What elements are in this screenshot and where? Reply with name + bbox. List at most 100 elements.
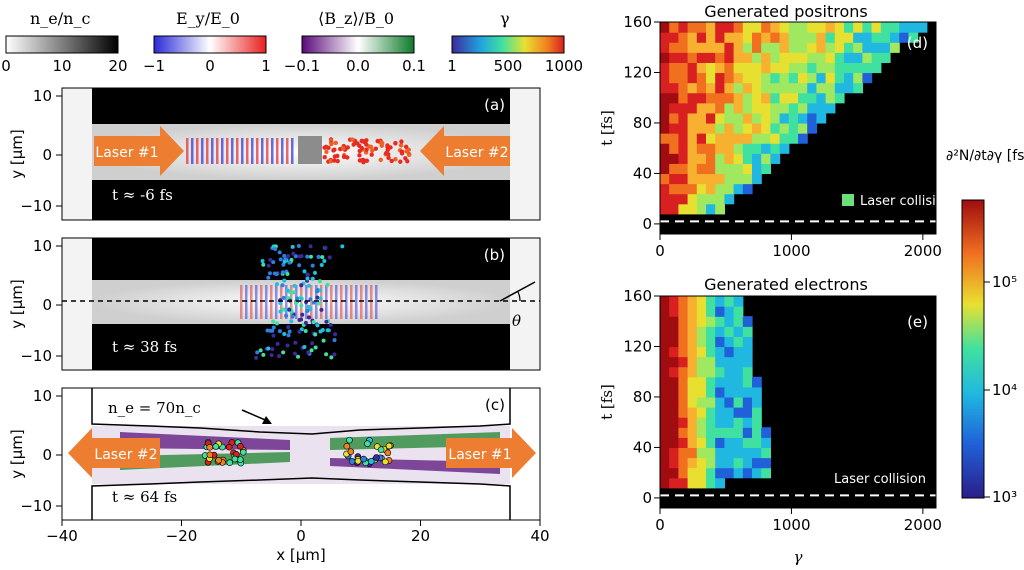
heatmap-cell: [834, 52, 845, 63]
heatmap-cell: [696, 153, 707, 164]
field-stripe: [355, 285, 358, 319]
particle-dot: [354, 457, 362, 465]
heatmap-cell: [715, 143, 725, 154]
heatmap-cell: [660, 417, 670, 428]
heatmap-cell: [779, 62, 790, 74]
heatmap-cell: [678, 437, 689, 449]
panel-time: t ≈ 38 fs: [112, 338, 177, 356]
particle-dot: [393, 141, 398, 146]
heatmap-cell: [798, 102, 808, 114]
heatmap-cell: [761, 32, 771, 43]
heatmap-cell: [669, 437, 679, 449]
field-stripe: [281, 138, 284, 164]
particle-dot: [380, 140, 385, 146]
heatmap-cell: [696, 102, 707, 114]
field-stripe: [226, 138, 229, 164]
heatmap-cell: [678, 82, 689, 94]
heatmap-cell: [844, 62, 854, 74]
particle-dot: [340, 146, 346, 151]
side-colorbar-label: ∂²N/∂t∂γ [fs⁻¹]: [946, 148, 1024, 164]
heatmap-cell: [770, 153, 781, 164]
heatmap-cell: [733, 102, 744, 114]
heatmap-cell: [715, 346, 725, 358]
heatmap-cell: [733, 163, 744, 175]
heatmap-cell: [844, 42, 854, 53]
heatmap-cell: [660, 467, 670, 479]
heatmap-cell: [742, 183, 753, 195]
particle-dot: [318, 329, 323, 334]
heatmap-cell: [660, 346, 670, 358]
particle-dot: [406, 152, 412, 158]
heatmap-cell: [899, 22, 909, 33]
heatmap-cell: [724, 153, 735, 164]
field-stripe: [285, 285, 288, 319]
laser-collision-label: Laser collision: [834, 472, 926, 487]
heatmap-cell: [669, 42, 679, 53]
field-stripe: [286, 138, 289, 164]
heatmap-cell: [660, 153, 670, 164]
heatmap-cell: [779, 32, 790, 43]
heatmap-cell: [752, 32, 762, 43]
particle-dot: [389, 158, 394, 164]
panel-tag: (a): [484, 96, 505, 114]
heatmap-cell: [825, 82, 836, 94]
heatmap-cell: [752, 457, 762, 469]
particle-dot: [315, 289, 320, 294]
heatmap-cell: [834, 32, 845, 43]
particle-dot: [270, 328, 275, 333]
heatmap-cell: [678, 336, 689, 348]
particle-dot: [367, 458, 375, 465]
particle-dot: [386, 155, 391, 160]
heatmap-cell: [779, 22, 790, 33]
svg-text:y [μm]: y [μm]: [8, 279, 26, 329]
heatmap-cell: [696, 467, 707, 479]
particle-dot: [359, 138, 365, 144]
x-tick-label: 2000: [904, 242, 942, 260]
particle-dot: [327, 255, 332, 260]
heatmap-cell: [724, 447, 735, 459]
particle-dot: [404, 149, 409, 154]
heatmap-cell: [715, 133, 725, 144]
theta-label: θ: [512, 312, 521, 330]
field-stripe: [270, 285, 273, 319]
heatmap-cell: [715, 316, 725, 327]
particle-dot: [281, 307, 286, 312]
heatmap-cell: [779, 102, 790, 114]
particle-dot: [315, 295, 320, 300]
panel-tag: (d): [907, 34, 928, 52]
heatmap-cell: [788, 32, 799, 43]
heatmap-cell: [669, 296, 679, 307]
x-tick-label: 0: [296, 527, 306, 545]
heatmap-cell: [669, 427, 679, 438]
heatmap-cell: [687, 163, 698, 175]
x-tick-label: −20: [166, 527, 198, 545]
heatmap-cell: [669, 477, 679, 489]
heatmap-cell: [724, 376, 735, 388]
field-band: [120, 432, 290, 450]
heatmap-cell: [660, 22, 670, 33]
heatmap-cell: [660, 477, 670, 489]
heatmap-cell: [660, 163, 670, 175]
heatmap-cell: [742, 102, 753, 114]
heatmap-cell: [724, 72, 735, 84]
heatmap-cell: [660, 457, 670, 469]
colorbar-gamma-tick: 500: [494, 57, 523, 75]
heatmap-cell: [696, 326, 707, 337]
particle-dot: [399, 139, 404, 144]
heatmap-cell: [678, 153, 689, 164]
field-stripe: [315, 285, 318, 319]
heatmap-cell: [687, 62, 698, 74]
heatmap-cell: [807, 72, 817, 84]
heatmap-cell: [696, 296, 707, 307]
heatmap-cell: [660, 356, 670, 368]
heatmap-cell: [696, 82, 707, 94]
heatmap-cell: [669, 467, 679, 479]
particle-dot: [305, 254, 310, 259]
heatmap-cell: [715, 42, 725, 53]
field-stripe: [260, 285, 263, 319]
heatmap-cell: [752, 376, 762, 388]
heatmap-cell: [752, 447, 762, 459]
heatmap-cell: [687, 386, 698, 398]
field-stripe: [245, 285, 248, 319]
panel-tag: (e): [907, 313, 928, 331]
